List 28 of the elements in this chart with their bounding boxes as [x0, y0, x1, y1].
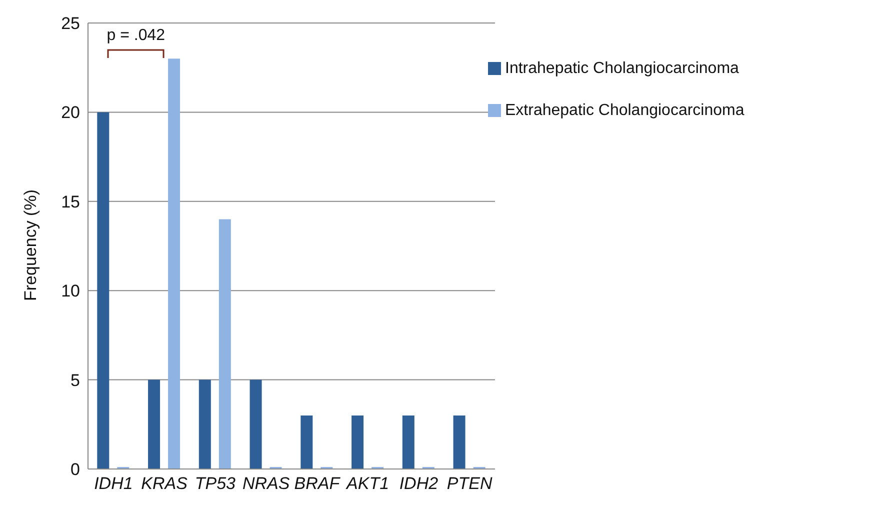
y-tick-label: 5 — [70, 370, 80, 390]
bar — [352, 415, 364, 469]
legend-label: Intrahepatic Cholangiocarcinoma — [505, 60, 739, 77]
bar — [148, 380, 160, 469]
x-tick-label: TP53 — [194, 474, 236, 494]
bar — [300, 415, 313, 469]
x-tick-label: BRAF — [294, 474, 342, 494]
bar — [402, 415, 414, 469]
bar — [198, 380, 211, 469]
x-tick-label: IDH1 — [94, 474, 133, 494]
x-tick-label: NRAS — [242, 474, 290, 494]
x-tick-label: PTEN — [446, 474, 493, 494]
bar — [453, 415, 466, 469]
annotation: p = .042 — [106, 27, 166, 45]
x-tick-label: AKT1 — [346, 474, 390, 494]
y-tick-label: 10 — [61, 282, 80, 301]
y-tick-label: 0 — [70, 460, 80, 480]
x-tick-label: KRAS — [141, 474, 188, 494]
y-tick-label: 25 — [61, 14, 80, 34]
legend-label: Extrahepatic Cholangiocarcinoma — [505, 102, 744, 119]
bar — [97, 112, 110, 469]
y-axis-title: Frequency (%) — [21, 190, 40, 301]
bar — [250, 380, 262, 469]
x-tick-label: IDH2 — [399, 474, 439, 494]
y-tick-label: 20 — [61, 103, 80, 122]
y-tick-label: 15 — [61, 192, 80, 212]
bar — [168, 58, 180, 469]
bar — [218, 219, 231, 469]
